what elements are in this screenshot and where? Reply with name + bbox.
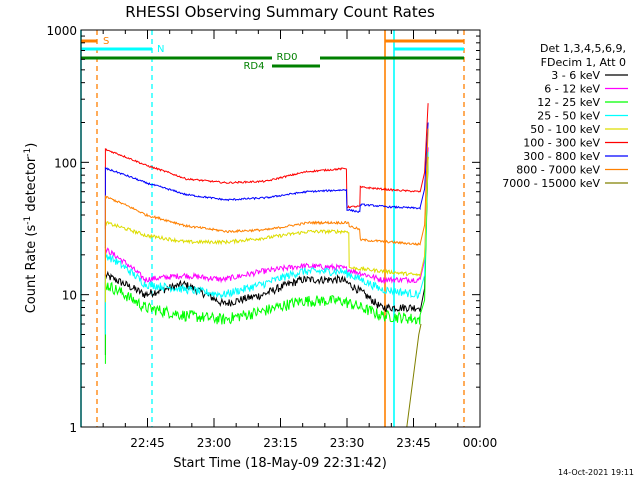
series-line bbox=[104, 147, 429, 329]
legend-entry-label: 800 - 7000 keV bbox=[516, 164, 600, 177]
timestamp: 14-Oct-2021 19:11 bbox=[558, 468, 634, 477]
legend-entry-label: 12 - 25 keV bbox=[537, 96, 600, 109]
y-tick-label: 1000 bbox=[46, 24, 77, 38]
legend-entry-label: 3 - 6 keV bbox=[551, 69, 600, 82]
legend-entry-label: 50 - 100 keV bbox=[530, 123, 600, 136]
legend-header-1: Det 1,3,4,5,6,9, bbox=[540, 42, 626, 55]
series-line bbox=[104, 156, 429, 364]
x-tick-label: 23:15 bbox=[263, 436, 298, 450]
y-axis-label-sup1: -1 bbox=[23, 216, 33, 225]
x-axis: 22:45 23:00 23:15 23:30 23:45 00:00 bbox=[102, 30, 498, 450]
night-label: N bbox=[157, 44, 164, 55]
legend-header-2: FDecim 1, Att 0 bbox=[541, 56, 626, 69]
y-axis-label-main: Count Rate (s bbox=[24, 225, 39, 314]
legend: Det 1,3,4,5,6,9, FDecim 1, Att 0 3 - 6 k… bbox=[502, 42, 628, 190]
x-tick-label: 23:45 bbox=[396, 436, 431, 450]
y-axis: 1 10 100 1000 bbox=[46, 24, 480, 435]
legend-entry-label: 6 - 12 keV bbox=[544, 83, 600, 96]
series-line bbox=[406, 323, 422, 428]
y-tick-label: 1 bbox=[69, 421, 77, 435]
x-axis-label: Start Time (18-May-09 22:31:42) bbox=[173, 456, 387, 471]
y-axis-label-end: ) bbox=[24, 143, 39, 148]
series-line bbox=[104, 103, 429, 230]
rd0-label: RD0 bbox=[276, 52, 297, 63]
series-line bbox=[104, 128, 429, 277]
series-line bbox=[104, 156, 429, 303]
y-axis-label-mid: detector bbox=[24, 156, 39, 216]
legend-entry-label: 100 - 300 keV bbox=[523, 137, 600, 150]
x-tick-label: 00:00 bbox=[463, 436, 498, 450]
series-line bbox=[104, 122, 429, 249]
chart-title: RHESSI Observing Summary Count Rates bbox=[125, 3, 435, 21]
series-line bbox=[104, 151, 429, 335]
y-axis-label-sup2: -1 bbox=[23, 148, 33, 157]
series-layer bbox=[104, 103, 429, 428]
x-tick-label: 23:00 bbox=[197, 436, 232, 450]
x-tick-label: 23:30 bbox=[330, 436, 365, 450]
y-tick-label: 100 bbox=[54, 156, 77, 170]
series-line bbox=[104, 156, 429, 355]
y-tick-label: 10 bbox=[62, 289, 77, 303]
legend-entry-label: 7000 - 15000 keV bbox=[502, 177, 600, 190]
saa-label: S bbox=[103, 36, 109, 47]
legend-entry-label: 25 - 50 keV bbox=[537, 110, 600, 123]
x-tick-label: 22:45 bbox=[130, 436, 165, 450]
legend-entry-label: 300 - 800 keV bbox=[523, 150, 600, 163]
rd4-label: RD4 bbox=[243, 61, 264, 72]
y-axis-label: Count Rate (s-1 detector-1) bbox=[23, 143, 39, 314]
